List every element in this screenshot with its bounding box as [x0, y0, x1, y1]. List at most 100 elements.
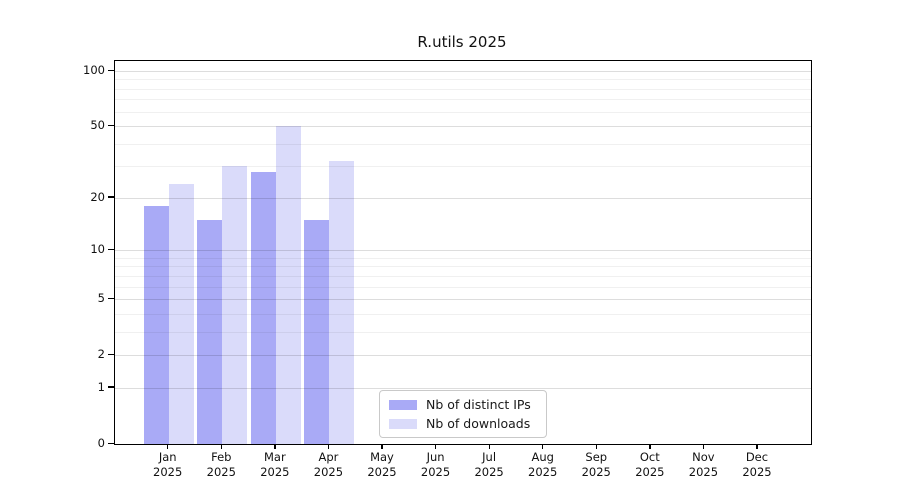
minor-gridline — [115, 266, 811, 268]
x-tick-month: Jun — [426, 450, 445, 464]
legend-swatch-downloads — [389, 418, 417, 429]
minor-gridline — [115, 88, 811, 90]
major-gridline — [115, 355, 811, 357]
y-tick — [108, 442, 114, 444]
x-tick — [327, 444, 330, 449]
x-tick — [702, 444, 705, 449]
y-tick — [108, 386, 114, 388]
y-tick — [108, 353, 114, 355]
minor-gridline — [115, 275, 811, 277]
x-tick-year: 2025 — [367, 465, 397, 479]
bar-jan-ips — [143, 206, 169, 444]
y-tick-label: 50 — [90, 118, 105, 133]
x-tick-label: Oct 2025 — [623, 450, 677, 480]
major-gridline — [115, 299, 811, 301]
x-tick-label: Sep 2025 — [569, 450, 623, 480]
x-tick-year: 2025 — [474, 465, 504, 479]
minor-gridline — [115, 166, 811, 168]
x-tick-year: 2025 — [153, 465, 183, 479]
major-gridline — [115, 387, 811, 389]
x-tick-label: Jan 2025 — [141, 450, 195, 480]
minor-gridline — [115, 79, 811, 81]
x-tick-year: 2025 — [206, 465, 236, 479]
legend-item: Nb of downloads — [389, 416, 537, 431]
legend-item: Nb of distinct IPs — [389, 397, 537, 412]
x-tick — [220, 444, 223, 449]
minor-gridline — [115, 331, 811, 333]
x-tick — [488, 444, 490, 449]
x-tick-month: Oct — [639, 450, 660, 464]
x-tick-year: 2025 — [260, 465, 290, 479]
bar-jan-downloads — [168, 183, 194, 444]
y-tick — [108, 69, 114, 71]
major-gridline — [115, 71, 811, 72]
y-tick-label: 5 — [97, 291, 105, 306]
x-tick — [595, 444, 598, 449]
x-tick-month: Aug — [531, 450, 554, 464]
minor-gridline — [115, 111, 811, 113]
x-tick — [381, 444, 383, 449]
major-gridline — [115, 126, 811, 128]
bar-feb-ips — [197, 219, 223, 444]
y-tick — [108, 248, 114, 250]
bar-feb-downloads — [222, 166, 248, 444]
x-tick-label: Dec 2025 — [730, 450, 784, 480]
x-tick-month: Apr — [318, 450, 339, 464]
legend-swatch-distinct-ips — [389, 399, 417, 410]
x-tick — [542, 444, 544, 449]
bar-apr-downloads — [329, 161, 355, 444]
plot-area — [114, 60, 812, 445]
x-tick-month: Mar — [263, 450, 286, 464]
x-tick-year: 2025 — [688, 465, 719, 479]
major-gridline — [115, 197, 811, 199]
x-tick-label: Jul 2025 — [462, 450, 516, 480]
x-tick — [274, 444, 276, 449]
x-tick — [756, 444, 758, 449]
chart-title: R.utils 2025 — [417, 33, 507, 51]
x-tick — [435, 444, 437, 449]
y-tick — [108, 196, 114, 198]
x-tick-label: Feb 2025 — [194, 450, 248, 480]
y-tick-label: 0 — [97, 436, 105, 450]
x-tick-label: Jun 2025 — [409, 450, 463, 480]
x-tick-year: 2025 — [635, 465, 665, 479]
x-tick-year: 2025 — [420, 465, 451, 479]
y-tick-label: 10 — [90, 242, 105, 257]
x-tick-label: Aug 2025 — [516, 450, 570, 480]
x-tick-year: 2025 — [528, 465, 558, 479]
minor-gridline — [115, 313, 811, 315]
x-tick-year: 2025 — [742, 465, 772, 479]
legend-label: Nb of downloads — [426, 416, 531, 431]
minor-gridline — [115, 257, 811, 259]
x-tick-label: Nov 2025 — [676, 450, 730, 480]
bar-apr-ips — [304, 219, 330, 444]
x-tick-month: Dec — [745, 450, 769, 464]
bar-mar-ips — [250, 171, 276, 444]
minor-gridline — [115, 286, 811, 288]
major-gridline — [115, 250, 811, 252]
x-tick-month: Nov — [692, 450, 715, 464]
y-tick-label: 2 — [97, 347, 105, 362]
bar-mar-downloads — [275, 126, 301, 444]
minor-gridline — [115, 143, 811, 145]
y-tick-label: 100 — [83, 63, 105, 77]
x-tick-month: Feb — [211, 450, 232, 464]
x-tick-month: May — [370, 450, 394, 464]
x-tick — [649, 444, 651, 449]
x-tick-month: Jan — [158, 450, 177, 464]
x-tick-month: Jul — [482, 450, 497, 464]
y-tick-label: 20 — [90, 189, 105, 204]
x-tick-year: 2025 — [313, 465, 344, 479]
minor-gridline — [115, 99, 811, 101]
y-tick-label: 1 — [97, 379, 105, 394]
y-tick — [108, 297, 114, 299]
x-tick — [167, 444, 169, 449]
x-tick-label: Mar 2025 — [248, 450, 302, 480]
x-tick-month: Sep — [585, 450, 608, 464]
x-tick-label: May 2025 — [355, 450, 409, 480]
legend: Nb of distinct IPs Nb of downloads — [379, 390, 547, 438]
y-tick — [108, 124, 114, 127]
x-tick-label: Apr 2025 — [301, 450, 355, 480]
x-tick-year: 2025 — [581, 465, 611, 479]
